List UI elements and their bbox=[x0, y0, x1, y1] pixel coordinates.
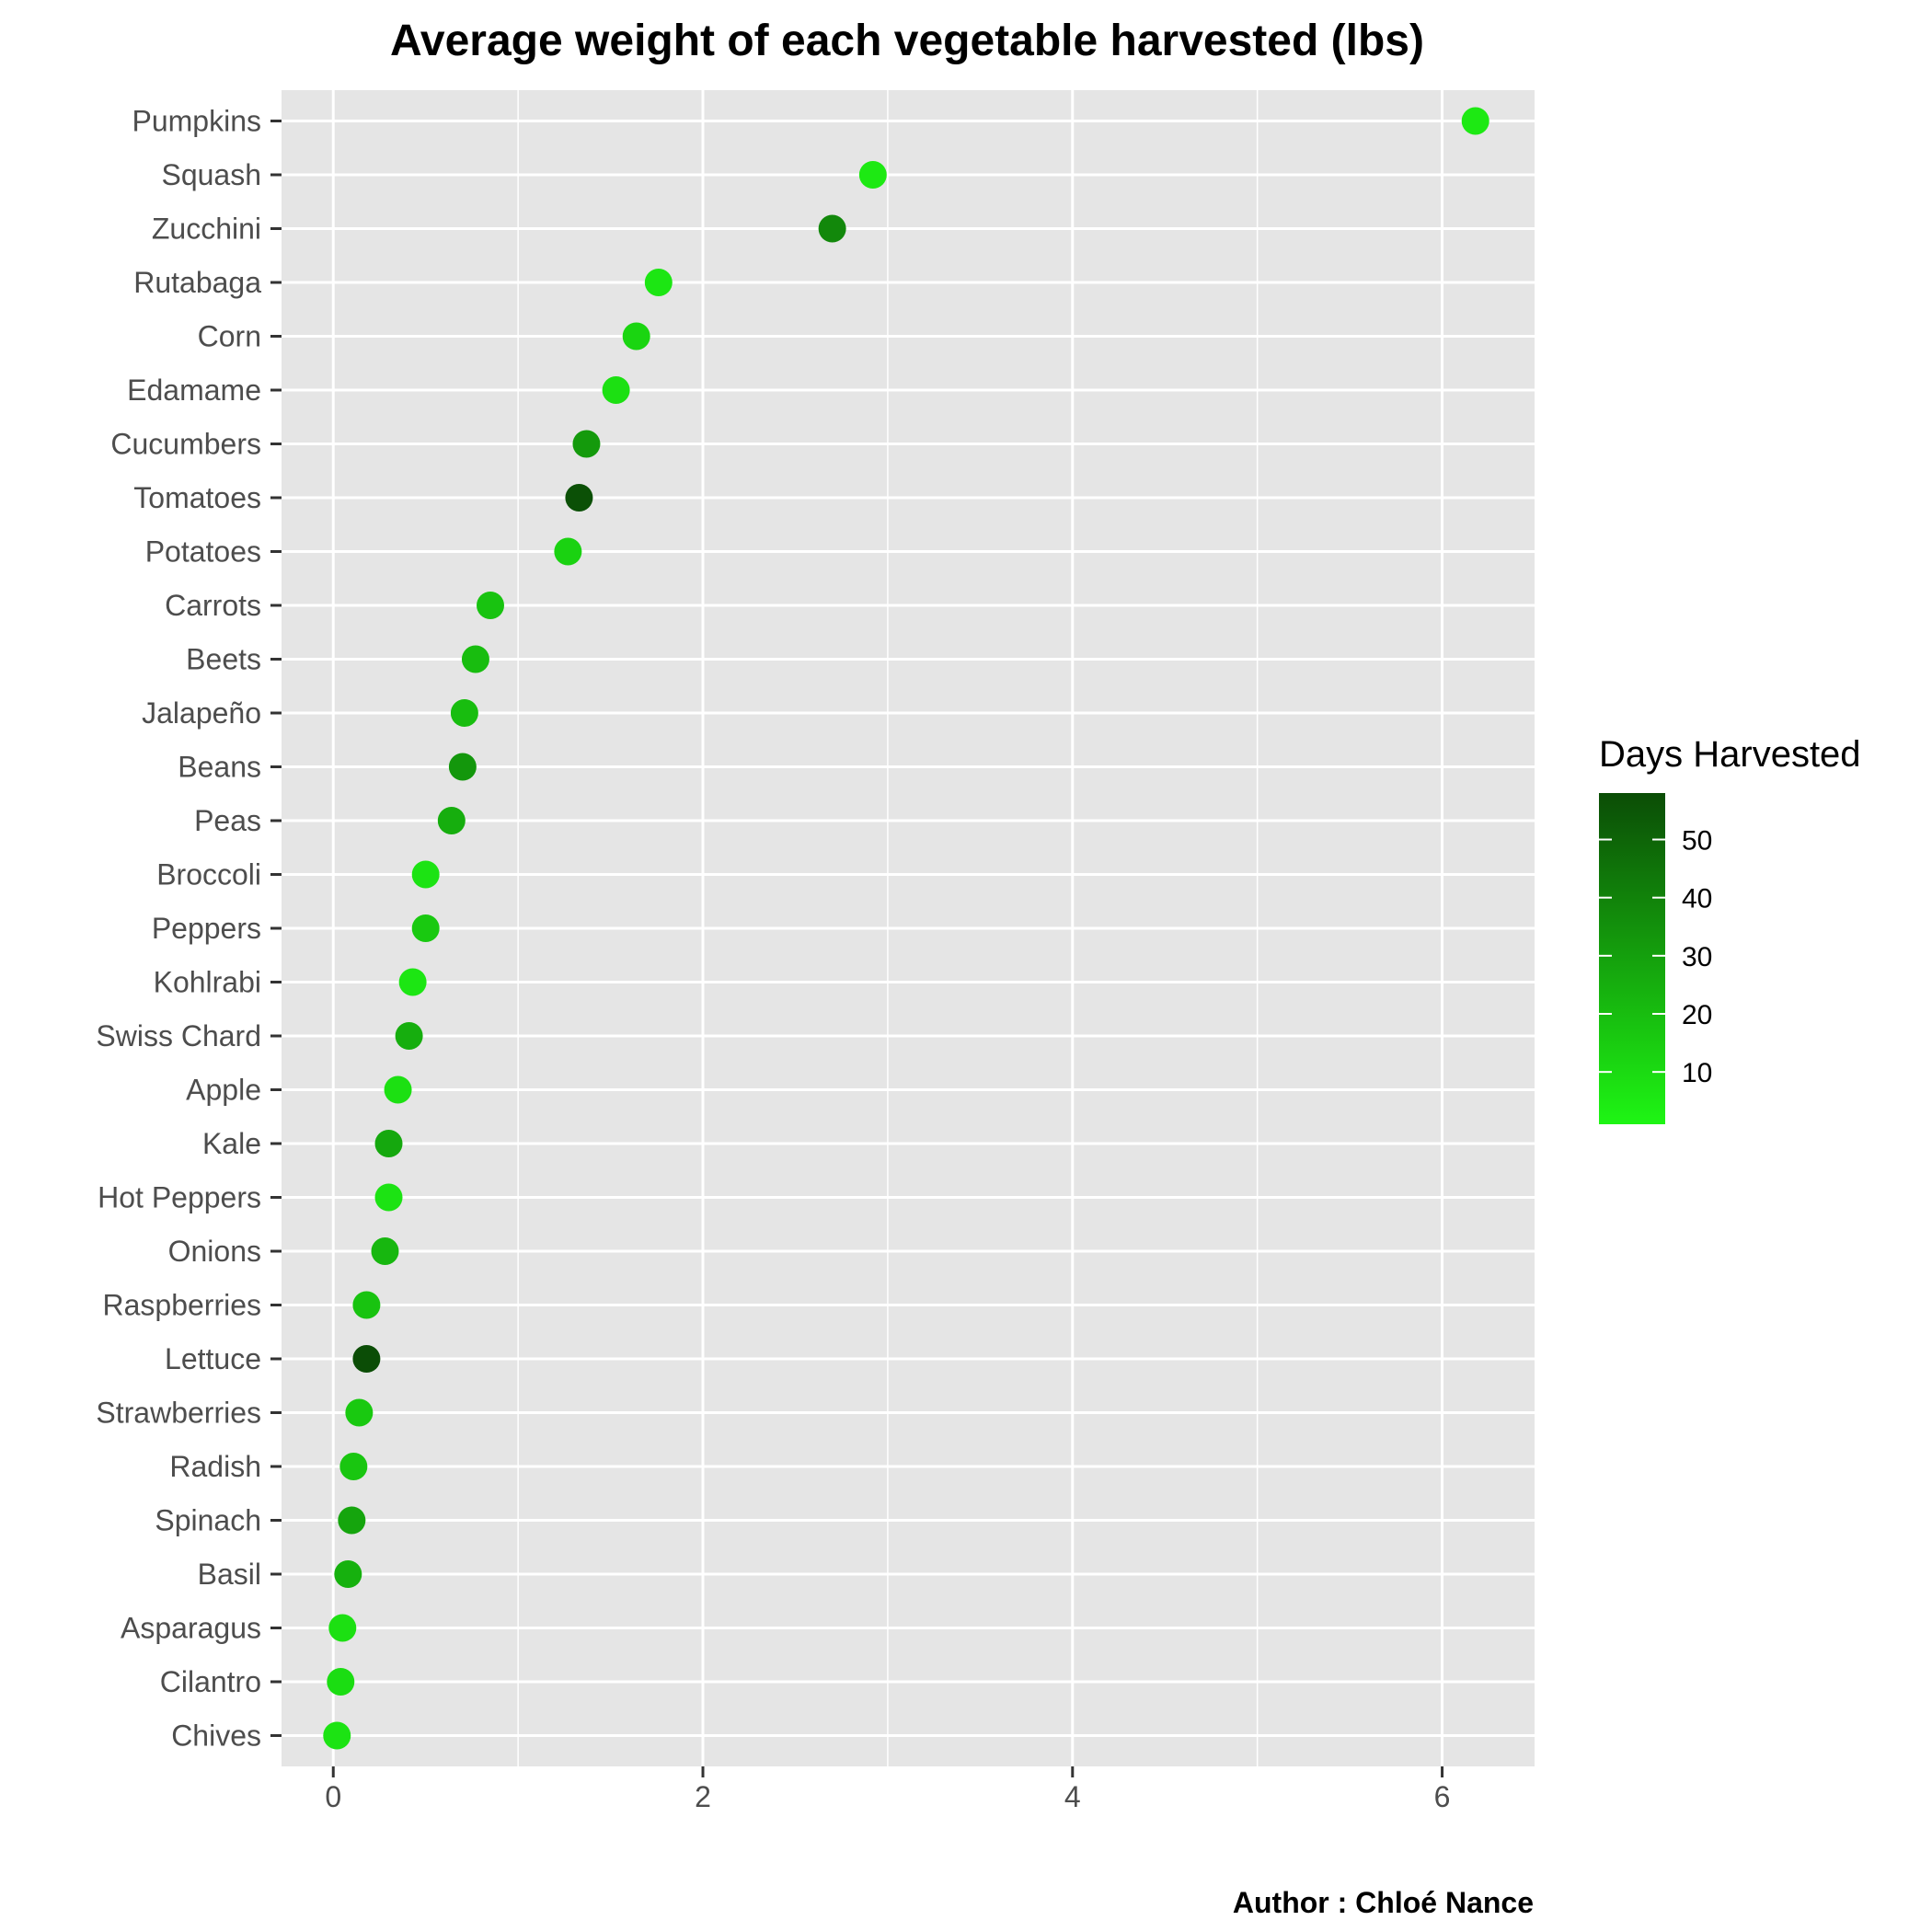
y-tick-label: Spinach bbox=[155, 1504, 261, 1537]
legend-title: Days Harvested bbox=[1599, 734, 1861, 775]
data-point bbox=[338, 1506, 366, 1535]
data-point bbox=[461, 645, 489, 673]
x-tick-label: 2 bbox=[695, 1780, 711, 1813]
data-point bbox=[334, 1560, 362, 1588]
data-point bbox=[448, 753, 477, 781]
y-tick-label: Lettuce bbox=[165, 1342, 261, 1375]
data-point bbox=[644, 269, 673, 296]
data-point bbox=[374, 1183, 403, 1212]
y-tick-label: Asparagus bbox=[121, 1612, 261, 1645]
data-point bbox=[554, 537, 582, 566]
legend-tick-label: 50 bbox=[1682, 826, 1712, 857]
data-point bbox=[398, 968, 427, 996]
data-point bbox=[411, 914, 440, 942]
y-tick-label: Corn bbox=[198, 320, 261, 353]
y-tick-label: Raspberries bbox=[102, 1289, 261, 1322]
legend: Days Harvested 10 20 30 40 50 bbox=[1599, 734, 1861, 1124]
y-tick-label: Edamame bbox=[127, 374, 261, 407]
y-tick-label: Potatoes bbox=[145, 535, 261, 569]
x-tick-label: 0 bbox=[325, 1780, 341, 1813]
y-tick-label: Hot Peppers bbox=[98, 1181, 261, 1214]
data-point bbox=[411, 860, 440, 889]
chart-title: Average weight of each vegetable harvest… bbox=[390, 17, 1424, 65]
y-tick-label: Beans bbox=[178, 751, 261, 784]
y-tick-label: Apple bbox=[186, 1074, 261, 1107]
y-tick-label: Chives bbox=[171, 1719, 261, 1753]
data-point bbox=[352, 1345, 381, 1373]
x-tick-label: 4 bbox=[1064, 1780, 1081, 1813]
y-tick-label: Cilantro bbox=[160, 1665, 261, 1698]
data-point bbox=[327, 1668, 355, 1696]
data-point bbox=[328, 1614, 357, 1642]
x-axis: 0 2 4 6 bbox=[325, 1766, 1450, 1813]
legend-tick-label: 40 bbox=[1682, 884, 1712, 914]
y-tick-label: Zucchini bbox=[152, 213, 261, 246]
data-point bbox=[858, 161, 887, 189]
y-tick-label: Peppers bbox=[152, 912, 261, 945]
data-point bbox=[572, 430, 601, 458]
y-tick-label: Strawberries bbox=[96, 1397, 261, 1430]
y-tick-label: Basil bbox=[198, 1558, 261, 1591]
data-point bbox=[622, 322, 650, 351]
legend-ticks: 10 20 30 40 50 bbox=[1599, 826, 1712, 1088]
y-tick-label: Jalapeño bbox=[142, 696, 261, 730]
data-point bbox=[818, 214, 846, 243]
y-tick-label: Tomatoes bbox=[133, 481, 261, 514]
data-point bbox=[352, 1291, 381, 1319]
legend-tick-label: 30 bbox=[1682, 942, 1712, 972]
data-point bbox=[371, 1237, 399, 1265]
y-tick-label: Broccoli bbox=[156, 858, 261, 891]
data-point bbox=[323, 1721, 351, 1750]
y-tick-label: Onions bbox=[168, 1235, 261, 1268]
y-tick-label: Radish bbox=[169, 1450, 261, 1483]
caption: Author : Chloé Nance bbox=[1233, 1886, 1534, 1919]
data-point bbox=[339, 1453, 368, 1480]
y-tick-label: Swiss Chard bbox=[96, 1019, 261, 1052]
y-tick-label: Kale bbox=[202, 1127, 261, 1160]
data-point bbox=[437, 807, 466, 834]
data-point bbox=[374, 1130, 403, 1157]
data-point bbox=[565, 484, 593, 512]
y-tick-label: Carrots bbox=[165, 589, 261, 622]
data-point bbox=[477, 592, 504, 619]
y-tick-label: Kohlrabi bbox=[154, 966, 261, 999]
y-tick-label: Beets bbox=[186, 643, 261, 676]
x-tick-label: 6 bbox=[1434, 1780, 1451, 1813]
y-tick-label: Squash bbox=[161, 158, 261, 191]
y-tick-label: Rutabaga bbox=[133, 266, 261, 299]
data-point bbox=[1461, 107, 1489, 135]
data-point bbox=[395, 1022, 423, 1050]
data-point bbox=[602, 376, 630, 404]
y-axis: Pumpkins Squash Zucchini Rutabaga Corn Edamam… bbox=[96, 105, 282, 1753]
legend-tick-label: 20 bbox=[1682, 1000, 1712, 1030]
legend-tick-label: 10 bbox=[1682, 1058, 1712, 1088]
data-point bbox=[345, 1398, 374, 1427]
legend-colorbar bbox=[1599, 793, 1665, 1124]
data-point bbox=[450, 699, 478, 727]
y-tick-label: Pumpkins bbox=[132, 105, 262, 138]
y-tick-label: Cucumbers bbox=[110, 428, 261, 461]
gridlines bbox=[282, 90, 1535, 1766]
y-tick-label: Peas bbox=[194, 804, 261, 837]
data-points bbox=[323, 107, 1489, 1750]
data-point bbox=[384, 1075, 412, 1104]
